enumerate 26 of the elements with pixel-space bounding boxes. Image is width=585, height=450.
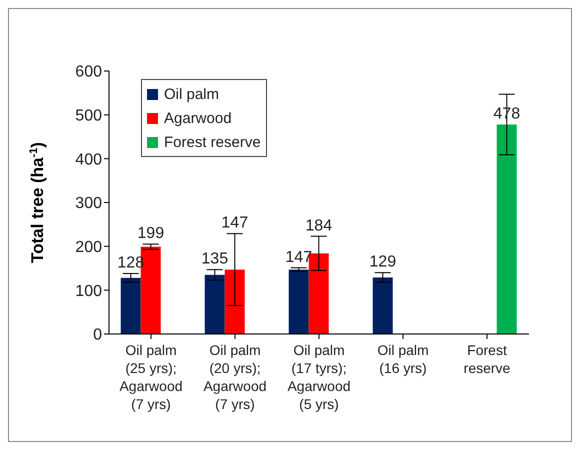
x-tick-label: Oil palm (20 yrs); Agarwood (7 yrs) (203, 342, 267, 412)
data-label: 199 (137, 225, 164, 242)
y-tick-label: 300 (75, 195, 102, 212)
legend-label: Agarwood (164, 110, 232, 126)
x-tick-label: Forest reserve (464, 342, 511, 376)
bar (288, 270, 309, 334)
data-label: 184 (305, 217, 332, 234)
y-tick-label: 400 (75, 151, 102, 168)
data-label: 129 (369, 254, 396, 271)
bar (496, 124, 517, 334)
legend-label: Forest reserve (164, 134, 261, 150)
bar (204, 274, 225, 334)
y-tick-label: 600 (75, 64, 102, 81)
legend-label: Oil palm (164, 86, 220, 102)
bar (372, 277, 393, 334)
y-tick-label: 0 (93, 326, 102, 344)
y-tick-label: 100 (75, 282, 102, 300)
x-tick-label: Oil palm (16 yrs) (377, 342, 429, 376)
bar (224, 270, 245, 334)
y-tick-label: 200 (75, 239, 102, 256)
data-label: 135 (201, 250, 228, 268)
bar (120, 278, 141, 334)
data-label: 147 (221, 214, 248, 232)
x-tick-label: Oil palm (25 yrs); Agarwood (7 yrs) (119, 342, 183, 412)
x-tick-label: Oil palm (17 tyrs); Agarwood (5 yrs) (287, 342, 351, 412)
y-tick-label: 500 (75, 108, 102, 125)
